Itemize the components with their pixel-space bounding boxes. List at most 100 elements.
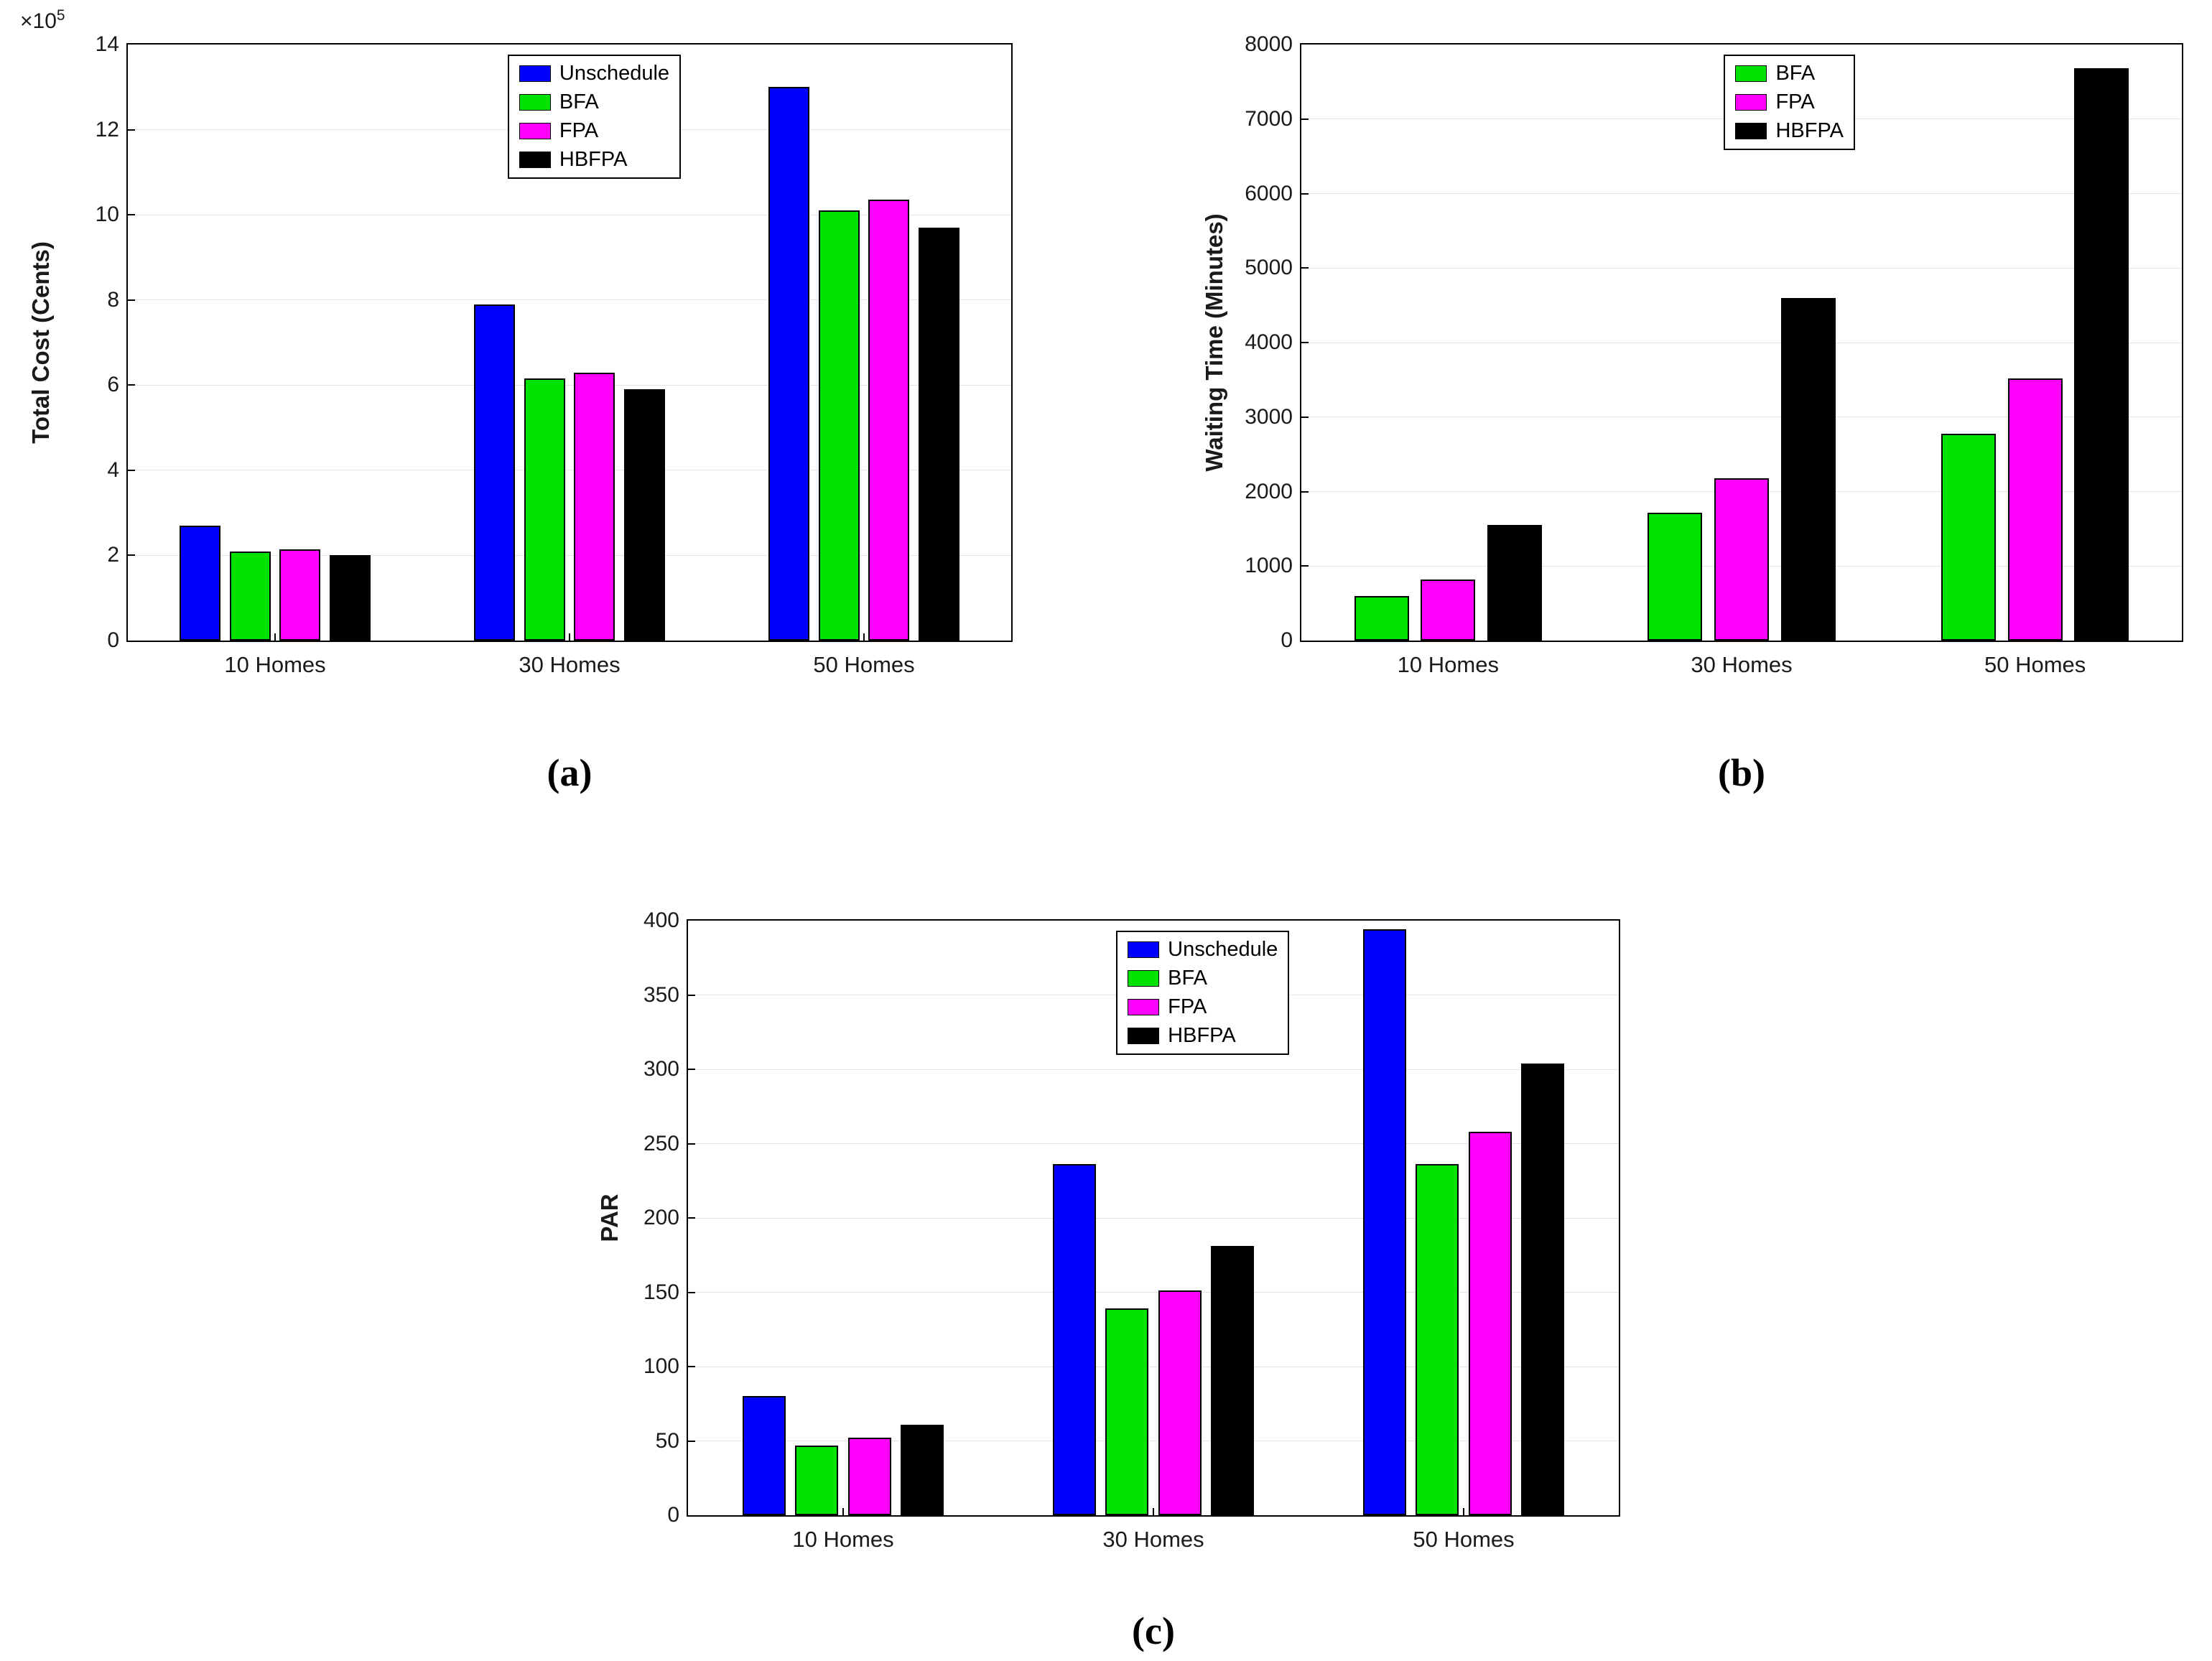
bar-fpa-50-homes bbox=[2007, 378, 2063, 641]
bar-fpa-30-homes bbox=[1158, 1290, 1202, 1515]
x-tick-mark bbox=[842, 1508, 844, 1515]
gridline bbox=[688, 1217, 1619, 1219]
bar-unschedule-50-homes bbox=[768, 87, 809, 641]
x-tick-label: 30 Homes bbox=[519, 652, 621, 677]
bar-hbfpa-50-homes bbox=[2074, 68, 2129, 641]
x-tick-label: 10 Homes bbox=[224, 652, 326, 677]
ylabel-c: PAR bbox=[596, 1194, 623, 1242]
bar-fpa-10-homes bbox=[847, 1438, 891, 1515]
bar-fpa-50-homes bbox=[1468, 1131, 1512, 1515]
x-tick-mark bbox=[1463, 1508, 1464, 1515]
y-tick-mark bbox=[1301, 416, 1309, 418]
y-tick-label: 0 bbox=[107, 628, 119, 652]
bar-fpa-10-homes bbox=[1421, 579, 1476, 641]
legend-swatch-fpa bbox=[1735, 94, 1767, 111]
x-tick-label: 30 Homes bbox=[1102, 1527, 1204, 1552]
ylabel-b: Waiting Time (Minutes) bbox=[1201, 213, 1227, 472]
bar-fpa-30-homes bbox=[1714, 478, 1769, 641]
bar-bfa-30-homes bbox=[524, 378, 565, 641]
y-tick-label: 5000 bbox=[1245, 256, 1293, 280]
legend-entry-unschedule: Unschedule bbox=[1128, 938, 1278, 962]
legend-label: BFA bbox=[1775, 62, 1816, 85]
bar-bfa-10-homes bbox=[1354, 595, 1409, 641]
ylabel-a: Total Cost (Cents) bbox=[27, 241, 54, 444]
y-tick-mark bbox=[688, 1440, 695, 1442]
y-tick-mark bbox=[688, 1366, 695, 1367]
y-tick-mark bbox=[688, 1069, 695, 1070]
bar-unschedule-50-homes bbox=[1362, 929, 1406, 1515]
legend-swatch-bfa bbox=[519, 94, 551, 111]
legend: Unschedule BFA FPA HBFPA bbox=[1116, 931, 1290, 1055]
bar-bfa-50-homes bbox=[1416, 1164, 1459, 1515]
legend-entry-fpa: FPA bbox=[1128, 995, 1278, 1019]
caption-a: (a) bbox=[547, 751, 592, 794]
legend-label: FPA bbox=[1775, 90, 1815, 113]
y-tick-label: 100 bbox=[643, 1354, 679, 1378]
plot-b: 0 1000 2000 3000 4000 5000 6000 7000 8000 10 Home… bbox=[1245, 32, 2183, 677]
y-tick-mark bbox=[1301, 267, 1309, 269]
y-tick-mark bbox=[1301, 192, 1309, 195]
legend-label: HBFPA bbox=[559, 148, 628, 171]
x-tick-label: 50 Homes bbox=[1413, 1527, 1515, 1552]
bar-hbfpa-10-homes bbox=[901, 1424, 944, 1515]
y-tick-label: 150 bbox=[643, 1280, 679, 1304]
caption-c: (c) bbox=[1132, 1609, 1175, 1652]
bar-unschedule-10-homes bbox=[742, 1396, 786, 1515]
gridline bbox=[128, 384, 1011, 386]
bar-hbfpa-50-homes bbox=[1521, 1063, 1565, 1515]
gridline bbox=[1301, 267, 2182, 269]
legend-swatch-hbfpa bbox=[1128, 1028, 1160, 1044]
y-tick-label: 8 bbox=[107, 287, 119, 312]
x-tick-mark bbox=[863, 633, 865, 641]
y-tick-label: 14 bbox=[95, 32, 119, 56]
y-tick-mark bbox=[128, 129, 135, 131]
legend-label: BFA bbox=[559, 90, 599, 113]
bar-hbfpa-30-homes bbox=[623, 389, 666, 641]
legend-entry-fpa: FPA bbox=[519, 119, 669, 143]
legend-entry-fpa: FPA bbox=[1735, 90, 1844, 114]
y-tick-label: 12 bbox=[95, 117, 119, 141]
y-tick-label: 350 bbox=[643, 982, 679, 1007]
legend-label: Unschedule bbox=[559, 62, 670, 85]
y-tick-label: 400 bbox=[643, 908, 679, 932]
y-tick-mark bbox=[688, 994, 695, 996]
y-tick-mark bbox=[128, 299, 135, 301]
y-tick-label: 8000 bbox=[1245, 32, 1293, 56]
y-tick-mark bbox=[688, 1217, 695, 1219]
y-tick-mark bbox=[688, 1291, 695, 1293]
y-tick-mark bbox=[1301, 565, 1309, 567]
y-offset-prefix: ×10 bbox=[20, 9, 57, 33]
gridline bbox=[688, 1143, 1619, 1144]
y-tick-label: 3000 bbox=[1245, 404, 1293, 429]
legend-entry-hbfpa: HBFPA bbox=[519, 148, 669, 172]
legend-swatch-unschedule bbox=[1128, 941, 1160, 958]
y-tick-label: 10 bbox=[95, 203, 119, 227]
caption-b: (b) bbox=[1718, 751, 1765, 794]
y-tick-label: 0 bbox=[1281, 628, 1293, 652]
y-tick-label: 50 bbox=[655, 1428, 679, 1453]
bar-hbfpa-30-homes bbox=[1780, 297, 1836, 641]
legend: BFA FPA HBFPA bbox=[1724, 55, 1856, 150]
bar-bfa-30-homes bbox=[1648, 512, 1703, 641]
y-tick-label: 1000 bbox=[1245, 554, 1293, 578]
legend-label: HBFPA bbox=[1775, 119, 1844, 142]
x-tick-mark bbox=[1153, 1508, 1154, 1515]
legend-label: Unschedule bbox=[1168, 938, 1278, 961]
x-tick-label: 10 Homes bbox=[1397, 652, 1499, 677]
y-tick-mark bbox=[128, 384, 135, 386]
y-tick-label: 4000 bbox=[1245, 330, 1293, 354]
legend: Unschedule BFA FPA HBFPA bbox=[507, 55, 682, 179]
y-tick-label: 7000 bbox=[1245, 106, 1293, 131]
bar-unschedule-30-homes bbox=[473, 304, 515, 641]
legend-entry-bfa: BFA bbox=[1735, 62, 1844, 85]
y-tick-mark bbox=[128, 214, 135, 216]
y-tick-mark bbox=[1301, 342, 1309, 343]
legend-entry-bfa: BFA bbox=[519, 90, 669, 114]
x-tick-mark bbox=[569, 633, 570, 641]
x-tick-label: 50 Homes bbox=[1984, 652, 2086, 677]
legend-swatch-hbfpa bbox=[519, 152, 551, 168]
bar-hbfpa-10-homes bbox=[329, 555, 371, 641]
legend-label: FPA bbox=[1168, 995, 1207, 1018]
y-tick-label: 0 bbox=[667, 1503, 679, 1527]
x-tick-label: 50 Homes bbox=[813, 652, 915, 677]
